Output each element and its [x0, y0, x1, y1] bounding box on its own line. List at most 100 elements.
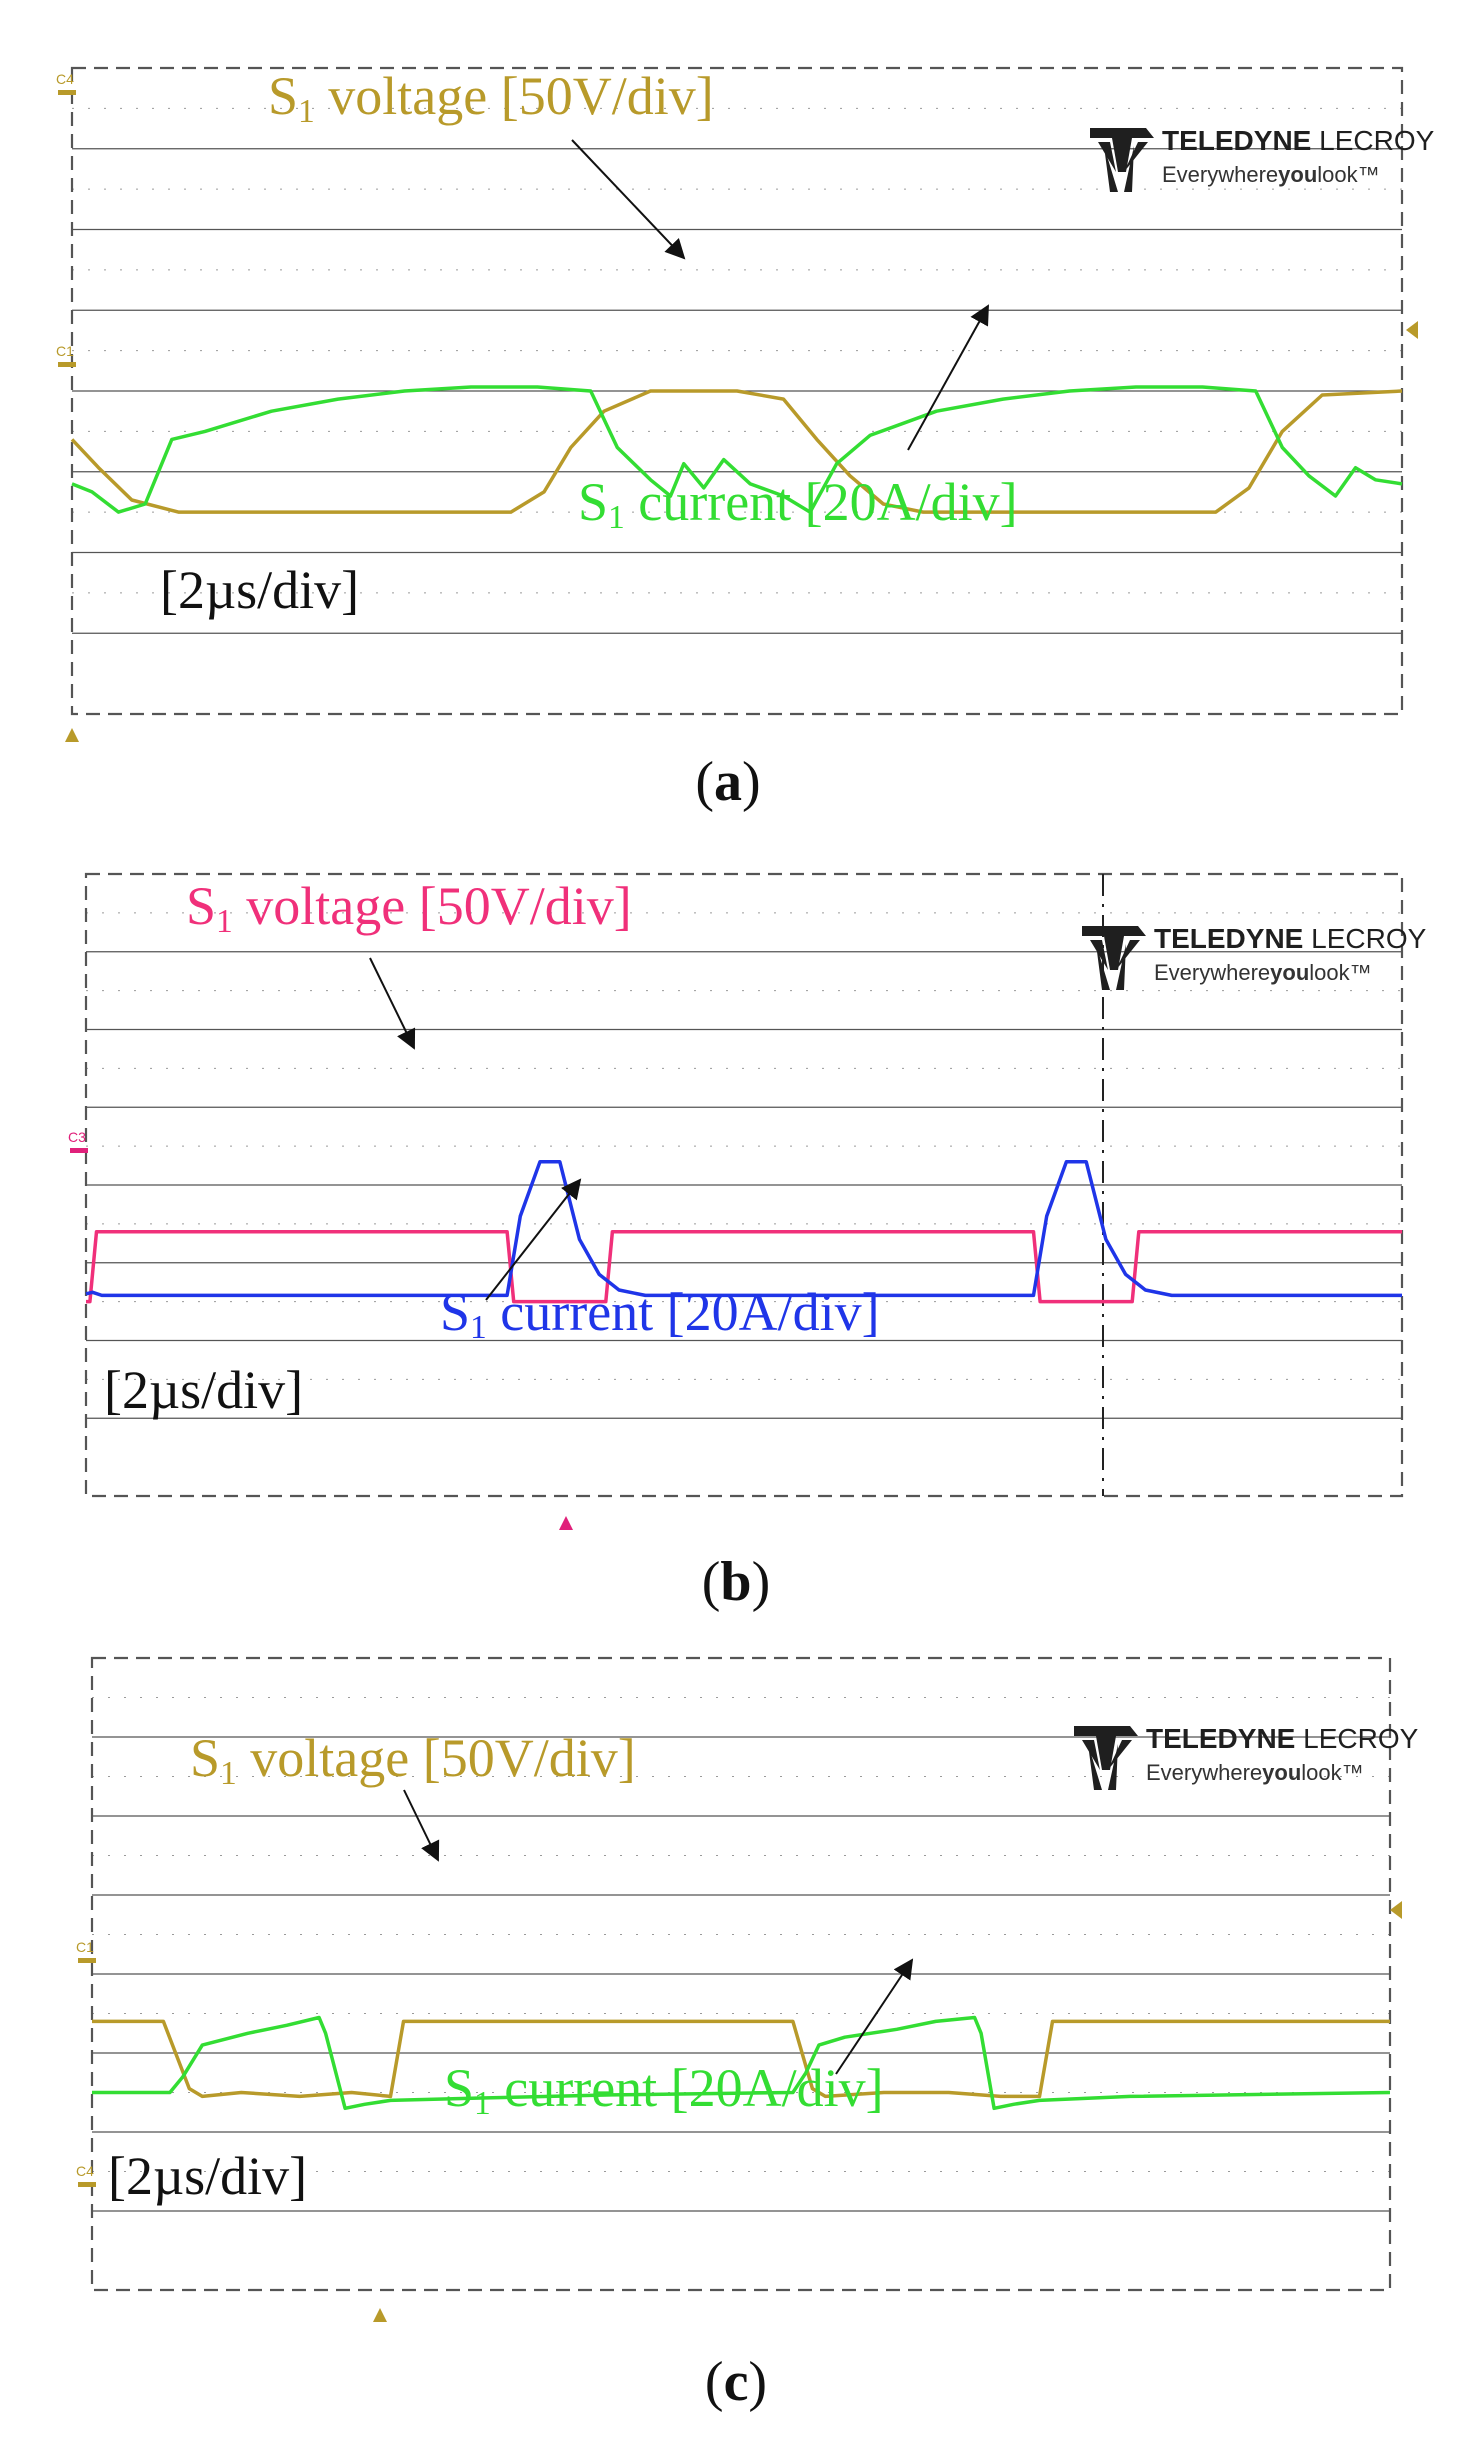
teledyne-lecroy-logo: TELEDYNE LECROY Everywhereyoulook™: [1082, 923, 1427, 990]
voltage-label-c: S1 voltage [50V/div]: [190, 1728, 636, 1792]
label-symbol: S: [268, 66, 298, 126]
current-trace-b: [85, 1159, 1402, 1298]
current-label-b: S1 current [20A/div]: [440, 1282, 880, 1346]
label-text: voltage [50V/div]: [237, 1728, 636, 1788]
label-subscript: 1: [216, 903, 233, 940]
caption-letter: b: [720, 1551, 751, 1613]
channel-marker-bar: [78, 2182, 96, 2187]
trigger-position-marker: [373, 2308, 387, 2322]
label-text: current [20A/div]: [491, 2058, 884, 2118]
frame-b: [84, 872, 1404, 1498]
channel-marker-bar: [58, 362, 76, 367]
label-subscript: 1: [220, 1755, 237, 1792]
caption-letter: c: [724, 2351, 749, 2413]
brand-name-bold: TELEDYNE: [1146, 1723, 1295, 1754]
label-subscript: 1: [470, 1309, 487, 1346]
caption-close: ): [748, 2351, 767, 2413]
trigger-position-marker: [65, 728, 79, 742]
channel-marker-bar: [58, 90, 76, 95]
trigger-position-marker: [559, 1516, 573, 1530]
label-text: current [20A/div]: [487, 1282, 880, 1342]
panel-caption-a: (a): [695, 751, 760, 813]
tagline-bold: you: [1270, 960, 1309, 985]
brand-tagline: Everywhereyoulook™: [1162, 162, 1380, 187]
trigger-level-marker: [1390, 1901, 1402, 1919]
brand-name-bold: TELEDYNE: [1154, 923, 1303, 954]
voltage-arrow-b: [369, 957, 416, 1050]
panel-caption-b: (b): [702, 1551, 770, 1613]
logo-mark-legs: [1096, 944, 1126, 990]
panel-caption-c: (c): [705, 2351, 767, 2413]
brand-tagline: Everywhereyoulook™: [1154, 960, 1372, 985]
caption-open: (: [695, 751, 714, 813]
brand-name-bold: TELEDYNE: [1162, 125, 1311, 156]
logo-mark-legs: [1104, 146, 1134, 192]
caption-close: ): [752, 1551, 771, 1613]
time-scale-c: [2µs/div]: [108, 2146, 307, 2206]
tagline-light: Everywhere: [1162, 162, 1278, 187]
brand-name: TELEDYNE LECROY: [1154, 923, 1427, 954]
channel-marker-label: C4: [56, 71, 74, 87]
brand-name-light: LECROY: [1295, 1723, 1418, 1754]
voltage-arrow-a: [571, 139, 686, 260]
voltage-trace-c: [92, 2019, 1390, 2099]
voltage-arrow-c: [403, 1789, 440, 1862]
caption-close: ): [742, 751, 761, 813]
label-text: current [20A/div]: [625, 472, 1018, 532]
logo-mark: [1090, 128, 1154, 172]
label-symbol: S: [578, 472, 608, 532]
current-arrow-c: [835, 1958, 914, 2075]
brand-name: TELEDYNE LECROY: [1146, 1723, 1419, 1754]
logo-mark-legs: [1088, 1744, 1118, 1790]
tagline-light: Everywhere: [1146, 1760, 1262, 1785]
panel-c: S1 voltage [50V/div]S1 current [20A/div]…: [76, 1656, 1419, 2322]
brand-tagline: Everywhereyoulook™: [1146, 1760, 1364, 1785]
channel-marker-label: C4: [76, 2163, 94, 2179]
label-text: voltage [50V/div]: [233, 876, 632, 936]
brand-name-light: LECROY: [1311, 125, 1434, 156]
teledyne-lecroy-logo: TELEDYNE LECROY Everywhereyoulook™: [1074, 1723, 1419, 1790]
tagline-tail: look™: [1309, 960, 1371, 985]
caption-letter: a: [714, 751, 742, 813]
tagline-bold: you: [1278, 162, 1317, 187]
voltage-trace-a: [70, 389, 1403, 514]
panel-a: S1 voltage [50V/div]S1 current [20A/div]…: [56, 66, 1435, 742]
tagline-tail: look™: [1317, 162, 1379, 187]
voltage-trace-b: [86, 1229, 1402, 1304]
channel-marker-bar: [78, 1958, 96, 1963]
grid-b: [84, 872, 1404, 1498]
current-label-c: S1 current [20A/div]: [444, 2058, 884, 2122]
label-symbol: S: [440, 1282, 470, 1342]
voltage-label-b: S1 voltage [50V/div]: [186, 876, 632, 940]
channel-marker-label: C1: [56, 343, 74, 359]
teledyne-lecroy-logo: TELEDYNE LECROY Everywhereyoulook™: [1090, 125, 1435, 192]
current-arrow-b: [485, 1178, 582, 1301]
grid-c: [90, 1656, 1392, 2292]
brand-name: TELEDYNE LECROY: [1162, 125, 1435, 156]
current-trace-c: [92, 2015, 1391, 2111]
label-symbol: S: [186, 876, 216, 936]
tagline-light: Everywhere: [1154, 960, 1270, 985]
caption-open: (: [702, 1551, 721, 1613]
current-arrow-a: [907, 304, 989, 451]
voltage-label-a: S1 voltage [50V/div]: [268, 66, 714, 130]
label-text: voltage [50V/div]: [315, 66, 714, 126]
channel-marker-bar: [70, 1148, 88, 1153]
panel-b: S1 voltage [50V/div]S1 current [20A/div]…: [68, 872, 1427, 1530]
label-subscript: 1: [298, 93, 315, 130]
tagline-bold: you: [1262, 1760, 1301, 1785]
label-symbol: S: [444, 2058, 474, 2118]
frame-c: [90, 1656, 1392, 2292]
current-label-a: S1 current [20A/div]: [578, 472, 1018, 536]
tagline-tail: look™: [1301, 1760, 1363, 1785]
channel-marker-label: C3: [68, 1129, 86, 1145]
channel-marker-label: C1: [76, 1939, 94, 1955]
label-subscript: 1: [608, 499, 625, 536]
caption-open: (: [705, 2351, 724, 2413]
time-scale-b: [2µs/div]: [104, 1360, 303, 1420]
trigger-level-marker: [1406, 321, 1418, 339]
brand-name-light: LECROY: [1303, 923, 1426, 954]
label-subscript: 1: [474, 2085, 491, 2122]
logo-mark: [1082, 926, 1146, 970]
